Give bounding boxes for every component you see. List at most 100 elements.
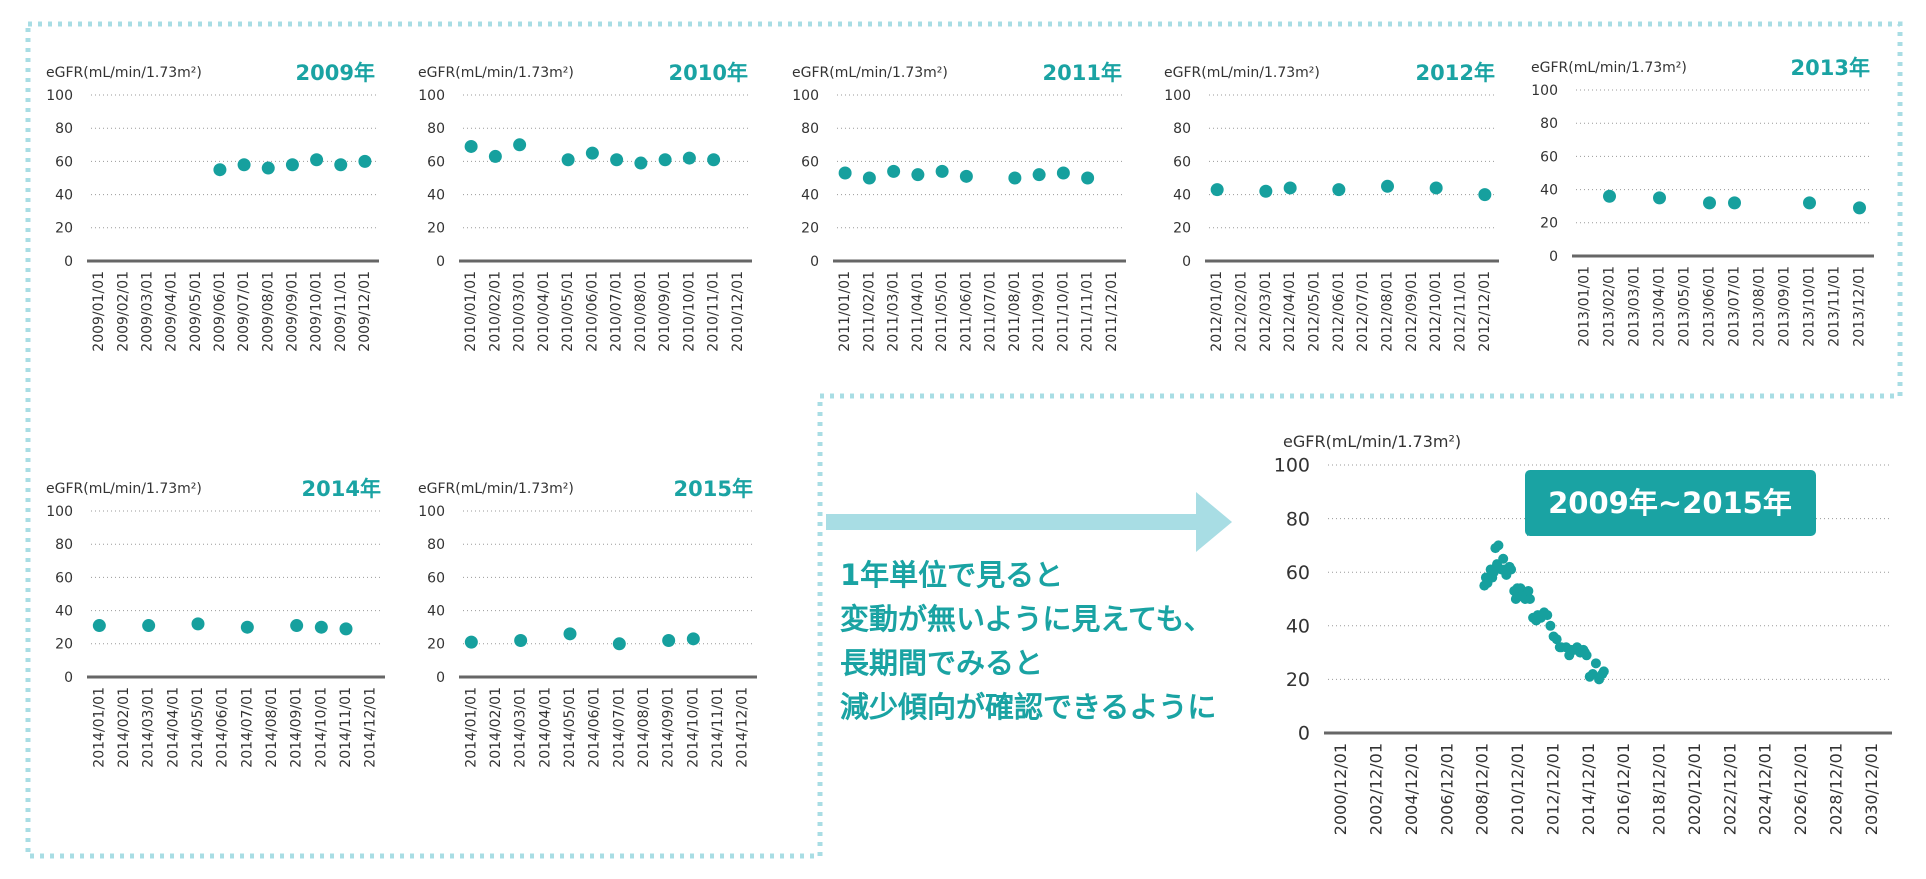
x-tick-label: 2014/06/01 — [587, 687, 603, 768]
x-tick-label: 2010/03/01 — [512, 271, 528, 352]
y-tick-label: 0 — [64, 670, 73, 686]
y-tick-label: 60 — [1173, 154, 1191, 170]
data-point — [1032, 168, 1046, 182]
x-tick-label: 2009/12/01 — [357, 271, 373, 352]
y-tick-label: 20 — [1173, 221, 1191, 237]
x-tick-label: 2013/04/01 — [1652, 266, 1668, 347]
y-axis-title: eGFR(mL/min/1.73m²) — [46, 65, 202, 81]
data-point — [1581, 650, 1592, 661]
y-tick-label: 20 — [427, 221, 445, 237]
x-tick-label: 2010/01/01 — [463, 271, 479, 352]
y-axis-title: eGFR(mL/min/1.73m²) — [792, 65, 948, 81]
data-point — [142, 619, 156, 633]
x-tick-label: 2011/01/01 — [837, 271, 853, 352]
chart-title: 2010年 — [669, 61, 748, 85]
x-tick-label: 2010/04/01 — [536, 271, 552, 352]
x-tick-label: 2013/12/01 — [1852, 266, 1868, 347]
x-tick-label: 2014/12/01 — [363, 687, 379, 768]
y-tick-label: 100 — [1274, 455, 1310, 477]
y-tick-label: 80 — [55, 537, 73, 553]
x-tick-label: 2009/06/01 — [212, 271, 228, 352]
y-tick-label: 20 — [1286, 669, 1310, 691]
data-point — [237, 158, 251, 172]
x-tick-label: 2011/09/01 — [1031, 271, 1047, 352]
note-line-4: 減少傾向が確認できるように — [840, 690, 1217, 724]
data-point — [561, 153, 575, 167]
data-point — [314, 620, 328, 634]
data-point — [682, 151, 696, 165]
chart-title: 2011年 — [1043, 61, 1122, 85]
x-tick-label: 2010/12/01 — [1508, 743, 1527, 835]
y-axis-title: eGFR(mL/min/1.73m²) — [1531, 60, 1687, 76]
x-tick-label: 2014/05/01 — [562, 687, 578, 768]
data-point — [1590, 658, 1601, 669]
y-tick-label: 100 — [418, 88, 445, 104]
x-tick-label: 2013/03/01 — [1627, 266, 1643, 347]
x-tick-label: 2011/02/01 — [861, 271, 877, 352]
x-tick-label: 2010/11/01 — [706, 271, 722, 352]
x-tick-label: 2014/02/01 — [488, 687, 504, 768]
x-tick-label: 2014/12/01 — [735, 687, 751, 768]
data-point — [634, 156, 648, 170]
data-point — [662, 633, 676, 647]
data-point — [862, 171, 876, 185]
y-tick-label: 100 — [418, 504, 445, 520]
callout-label: 2009年~2015年 — [1548, 486, 1792, 520]
y-tick-label: 100 — [792, 88, 819, 104]
x-tick-label: 2012/02/01 — [1234, 271, 1250, 352]
data-point — [1653, 191, 1666, 205]
x-tick-label: 2014/07/01 — [611, 687, 627, 768]
y-tick-label: 60 — [1286, 562, 1310, 584]
y-tick-label: 60 — [801, 154, 819, 170]
x-tick-label: 2009/09/01 — [284, 271, 300, 352]
data-point — [1332, 183, 1346, 197]
y-tick-label: 0 — [436, 670, 445, 686]
y-tick-label: 60 — [427, 154, 445, 170]
x-tick-label: 2014/06/01 — [215, 687, 231, 768]
data-point — [514, 633, 528, 647]
data-point — [1498, 553, 1509, 564]
data-point — [1506, 564, 1517, 575]
y-tick-label: 60 — [427, 570, 445, 586]
chart-8: eGFR(mL/min/1.73m²) 0 20 40 60 80 100 2000/12/0… — [1274, 432, 1892, 835]
x-tick-label: 2018/12/01 — [1650, 743, 1669, 835]
x-tick-label: 2012/12/01 — [1543, 743, 1562, 835]
x-tick-label: 2014/02/01 — [116, 687, 132, 768]
y-axis-title: eGFR(mL/min/1.73m²) — [418, 481, 574, 497]
data-point — [612, 637, 626, 651]
chart-title: 2015年 — [674, 477, 753, 501]
x-tick-label: 2012/01/01 — [1209, 271, 1225, 352]
x-tick-label: 2010/10/01 — [681, 271, 697, 352]
y-tick-label: 20 — [55, 221, 73, 237]
x-tick-label: 2026/12/01 — [1791, 743, 1810, 835]
chart-title: 2012年 — [1416, 61, 1495, 85]
data-point — [92, 619, 106, 633]
data-point — [610, 153, 624, 167]
data-point — [1488, 567, 1499, 578]
chart-7: eGFR(mL/min/1.73m²) 2015年 0 20 40 60 80 100 2014… — [418, 477, 757, 768]
x-tick-label: 2012/04/01 — [1282, 271, 1298, 352]
x-tick-label: 2009/05/01 — [188, 271, 204, 352]
y-tick-label: 80 — [55, 121, 73, 137]
x-tick-label: 2014/01/01 — [91, 687, 107, 768]
y-tick-label: 20 — [427, 637, 445, 653]
arrow-shaft — [826, 514, 1198, 530]
x-tick-label: 2012/08/01 — [1380, 271, 1396, 352]
data-point — [339, 622, 353, 636]
x-tick-label: 2012/10/01 — [1428, 271, 1444, 352]
x-tick-label: 2009/03/01 — [139, 271, 155, 352]
y-tick-label: 20 — [801, 221, 819, 237]
x-tick-label: 2010/06/01 — [584, 271, 600, 352]
data-point — [911, 168, 925, 182]
x-tick-label: 2012/07/01 — [1355, 271, 1371, 352]
x-tick-label: 2016/12/01 — [1614, 743, 1633, 835]
data-point — [887, 164, 901, 178]
y-tick-label: 80 — [1173, 121, 1191, 137]
y-tick-label: 0 — [436, 254, 445, 270]
data-point — [191, 617, 205, 631]
x-tick-label: 2028/12/01 — [1826, 743, 1845, 835]
x-tick-label: 2014/11/01 — [338, 687, 354, 768]
note-line-3: 長期間でみると — [840, 646, 1044, 680]
x-tick-label: 2010/07/01 — [609, 271, 625, 352]
x-tick-label: 2014/08/01 — [636, 687, 652, 768]
